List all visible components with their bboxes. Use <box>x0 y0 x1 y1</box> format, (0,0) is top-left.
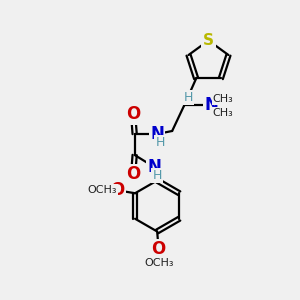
Text: O: O <box>110 181 124 199</box>
Text: O: O <box>152 241 166 259</box>
Text: S: S <box>203 33 214 48</box>
Text: H: H <box>155 136 165 149</box>
Text: N: N <box>147 158 161 176</box>
Text: H: H <box>152 169 162 182</box>
Text: CH₃: CH₃ <box>213 108 233 118</box>
Text: H: H <box>184 92 193 104</box>
Text: OCH₃: OCH₃ <box>144 258 173 268</box>
Text: CH₃: CH₃ <box>213 94 233 104</box>
Text: O: O <box>126 166 140 184</box>
Text: O: O <box>126 106 140 124</box>
Text: OCH₃: OCH₃ <box>87 185 117 195</box>
Text: N: N <box>150 125 164 143</box>
Text: N: N <box>204 97 218 115</box>
